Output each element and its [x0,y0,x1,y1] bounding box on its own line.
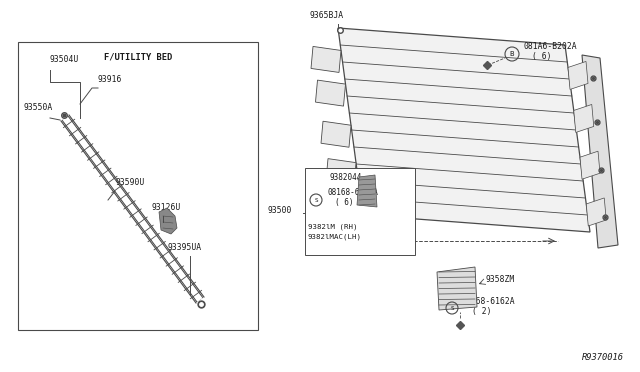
Text: B: B [509,51,515,57]
Text: ( 2): ( 2) [472,307,492,316]
Text: 93504U: 93504U [50,55,79,64]
Polygon shape [311,46,341,73]
Polygon shape [573,105,594,132]
Text: 08168-6161A: 08168-6161A [327,188,378,197]
Text: S: S [450,305,454,311]
Text: 93550A: 93550A [24,103,53,112]
Polygon shape [338,28,590,232]
Text: 93590U: 93590U [115,178,144,187]
Text: 93500: 93500 [268,206,292,215]
Polygon shape [316,80,346,106]
Polygon shape [586,198,606,226]
Polygon shape [357,175,377,207]
Text: 9382lMAC(LH): 9382lMAC(LH) [308,233,362,240]
Polygon shape [568,61,588,89]
Polygon shape [582,55,618,248]
Text: R9370016: R9370016 [582,353,624,362]
Text: ( 6): ( 6) [532,52,552,61]
Text: 081A6-B202A: 081A6-B202A [524,42,578,51]
Text: 9382044: 9382044 [330,173,362,182]
Text: 93916: 93916 [98,75,122,84]
Text: 93690: 93690 [368,237,392,246]
Polygon shape [159,208,177,234]
Polygon shape [580,151,600,179]
Text: 08168-6162A: 08168-6162A [462,297,516,306]
Text: 93395UA: 93395UA [168,243,202,252]
Bar [18,42,258,330]
Polygon shape [437,267,477,310]
Text: 9358ZM: 9358ZM [485,275,515,284]
Text: 9365BJA: 9365BJA [310,11,344,20]
Text: 93126U: 93126U [152,203,181,212]
Polygon shape [321,121,351,147]
Polygon shape [326,158,356,185]
Text: F/UTILITY BED: F/UTILITY BED [104,52,172,61]
Text: 9382lM (RH): 9382lM (RH) [308,223,358,230]
Text: ( 6): ( 6) [335,198,353,207]
Polygon shape [330,192,360,218]
Bar [305,168,415,255]
Text: S: S [314,198,318,202]
